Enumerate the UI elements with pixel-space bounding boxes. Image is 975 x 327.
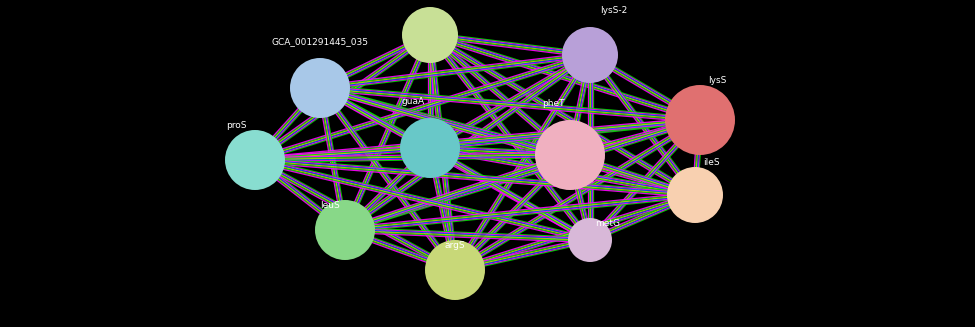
Text: GCA_001291445_035: GCA_001291445_035 bbox=[271, 37, 369, 46]
Circle shape bbox=[225, 130, 285, 190]
Text: lysS: lysS bbox=[708, 76, 726, 85]
Circle shape bbox=[562, 27, 618, 83]
Circle shape bbox=[665, 85, 735, 155]
Circle shape bbox=[400, 118, 460, 178]
Circle shape bbox=[535, 120, 605, 190]
Text: lysS-2: lysS-2 bbox=[600, 6, 627, 15]
Circle shape bbox=[568, 218, 612, 262]
Circle shape bbox=[290, 58, 350, 118]
Circle shape bbox=[667, 167, 723, 223]
Text: argS: argS bbox=[445, 241, 465, 250]
Text: proS: proS bbox=[226, 121, 247, 130]
Text: guaA: guaA bbox=[402, 97, 425, 106]
Text: pheT: pheT bbox=[542, 99, 565, 108]
Text: metG: metG bbox=[595, 219, 620, 228]
Circle shape bbox=[315, 200, 375, 260]
Circle shape bbox=[402, 7, 458, 63]
Text: ileS: ileS bbox=[703, 158, 720, 167]
Circle shape bbox=[425, 240, 485, 300]
Text: leuS: leuS bbox=[320, 201, 340, 210]
